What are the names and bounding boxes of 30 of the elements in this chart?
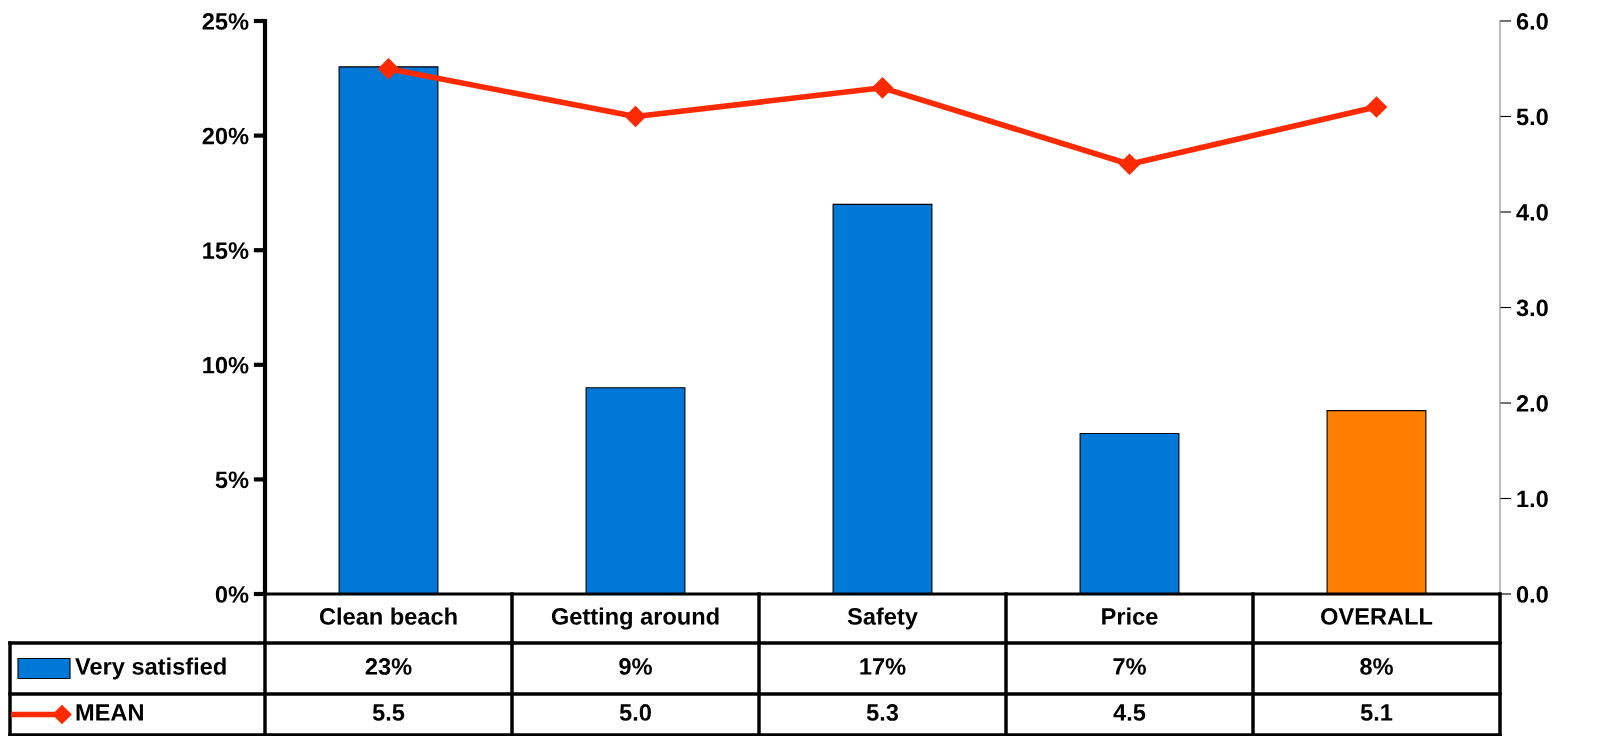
y2-tick-label: 5.0 (1516, 108, 1548, 126)
data-label: 17% (860, 658, 906, 675)
y-tick-label: 15% (203, 242, 249, 259)
data-label: 8% (1360, 658, 1393, 675)
x-tick-label: Safety (847, 607, 918, 630)
x-tick-label: Getting around (551, 607, 719, 630)
data-label: 9% (619, 658, 652, 675)
data-label: 5.0 (619, 704, 651, 721)
y-tick-label: 20% (202, 127, 249, 145)
y2-tick-label: 0.0 (1516, 586, 1548, 603)
y2-tick-label: 1.0 (1517, 490, 1548, 508)
legend-label: Very satisfied (75, 657, 226, 680)
data-label: 23% (365, 658, 412, 675)
data-label: 5.3 (866, 704, 899, 721)
y-tick-label: 0% (215, 586, 249, 603)
y-tick-label: 25% (202, 13, 249, 30)
data-label: 5.5 (372, 704, 405, 721)
x-tick-label: OVERALL (1321, 608, 1433, 625)
y2-tick-label: 3.0 (1516, 299, 1548, 317)
x-tick-label: Clean beach (319, 607, 457, 625)
x-tick-label: Price (1102, 607, 1158, 625)
y-tick-label: 5% (215, 471, 249, 489)
data-label: 7% (1113, 658, 1146, 675)
data-label: 4.5 (1113, 704, 1146, 721)
y2-tick-label: 6.0 (1516, 13, 1548, 30)
y2-tick-label: 2.0 (1516, 395, 1548, 412)
y-tick-label: 10% (203, 356, 249, 374)
data-label: 5.1 (1360, 704, 1393, 721)
legend-label: MEAN (76, 704, 143, 721)
y2-tick-label: 4.0 (1516, 204, 1548, 221)
